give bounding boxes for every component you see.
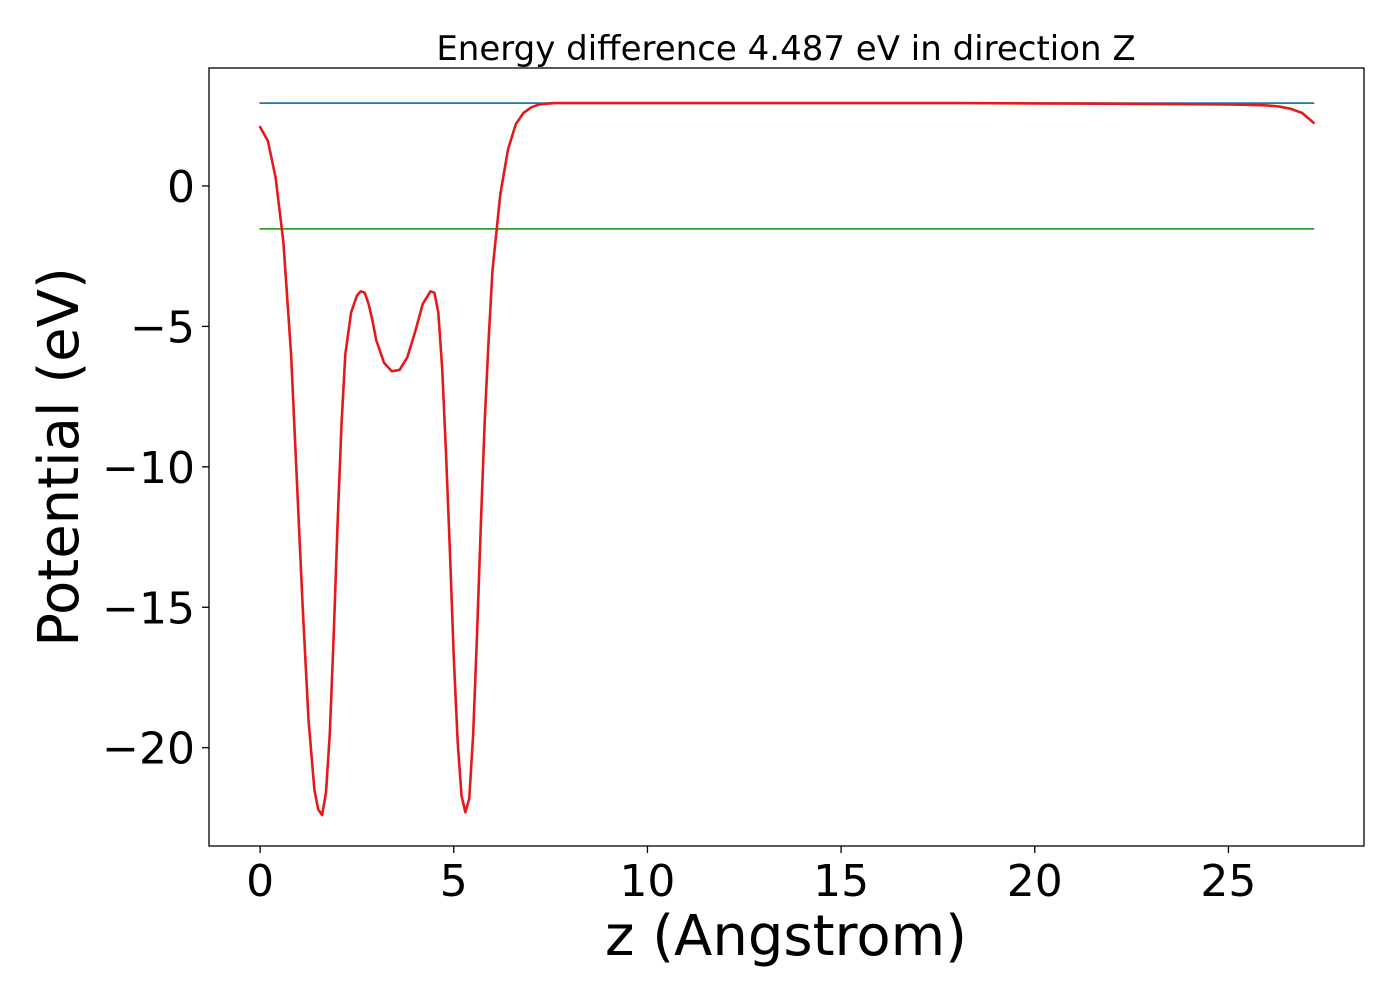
x-tick-label: 10 xyxy=(619,856,675,907)
x-axis-label: z (Angstrom) xyxy=(605,904,967,969)
y-tick-label: −5 xyxy=(130,302,195,353)
x-tick-label: 15 xyxy=(813,856,869,907)
y-tick-label: −15 xyxy=(102,583,195,634)
x-tick-label: 25 xyxy=(1200,856,1256,907)
x-tick-label: 20 xyxy=(1007,856,1063,907)
x-tick-label: 5 xyxy=(440,856,468,907)
y-tick-label: −10 xyxy=(102,443,195,494)
y-tick-label: 0 xyxy=(167,162,195,213)
y-tick-label: −20 xyxy=(102,724,195,775)
y-axis-ticks: −20 −15 −10 −5 0 xyxy=(102,162,209,775)
series-layer xyxy=(258,101,1315,817)
chart-title: Energy difference 4.487 eV in direction … xyxy=(436,29,1135,69)
x-axis-ticks: 0 5 10 15 20 25 xyxy=(246,846,1256,907)
x-tick-label: 0 xyxy=(246,856,274,907)
plot-frame xyxy=(208,67,1365,847)
series-line-3 xyxy=(258,101,1315,817)
y-axis-label: Potential (eV) xyxy=(27,267,92,647)
